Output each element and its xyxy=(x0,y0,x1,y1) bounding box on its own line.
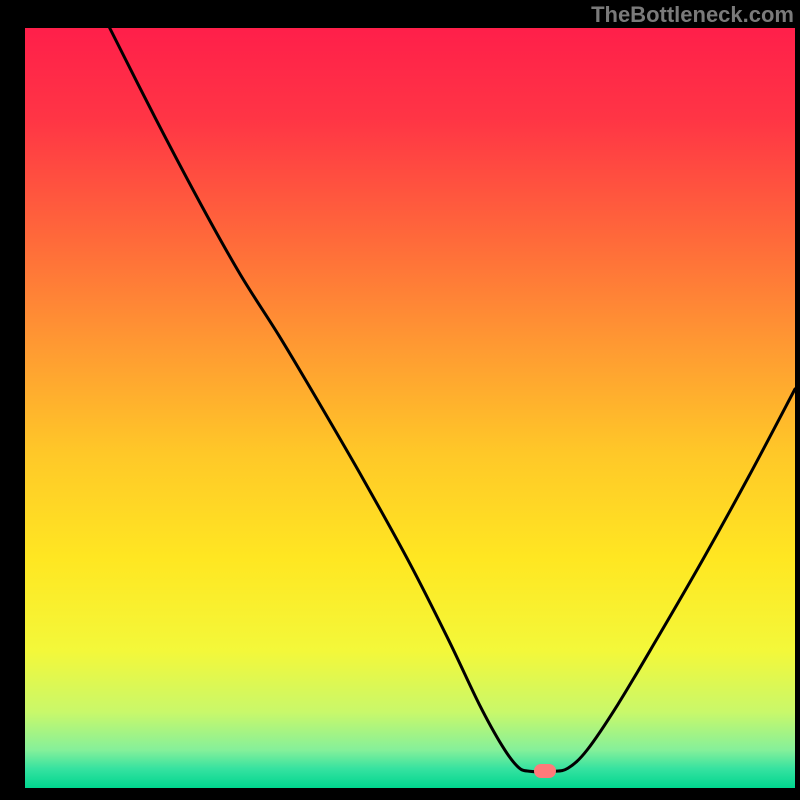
bottleneck-curve xyxy=(25,28,795,788)
optimum-marker xyxy=(534,764,556,778)
plot-area xyxy=(25,28,795,788)
chart-frame: TheBottleneck.com xyxy=(0,0,800,800)
watermark-text: TheBottleneck.com xyxy=(591,2,794,28)
